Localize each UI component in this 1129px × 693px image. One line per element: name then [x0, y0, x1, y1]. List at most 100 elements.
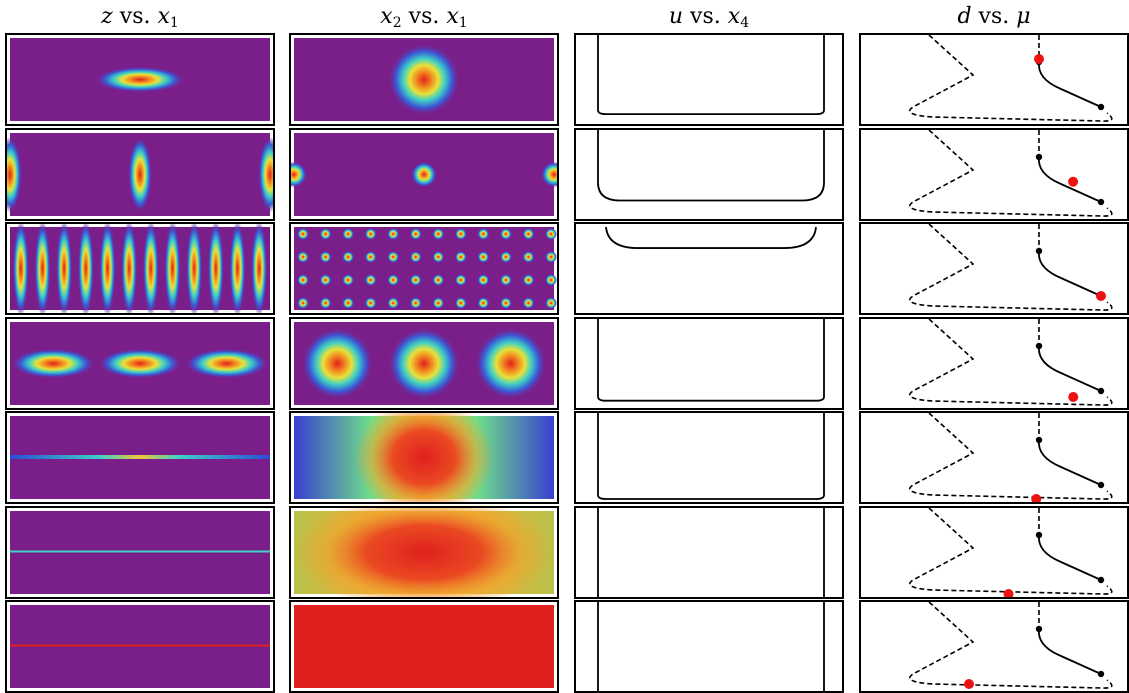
lattice-spot — [432, 297, 445, 309]
u-vs-x4-panel-plot — [597, 602, 825, 691]
fold-point — [1097, 387, 1105, 395]
lattice-spot — [342, 251, 355, 263]
d-vs-mu-panel-row-5 — [859, 411, 1129, 504]
x2-vs-x1-panel-row-7 — [289, 600, 559, 693]
stable-branch — [1038, 61, 1102, 108]
unstable-branch — [908, 508, 1113, 595]
z-vs-x1-panel-row-4 — [5, 317, 275, 410]
heatmap-stripe — [56, 224, 73, 313]
u-vs-x4-panel-row-1 — [574, 33, 844, 126]
lattice-spot — [364, 274, 377, 286]
u-profile-curve — [597, 602, 825, 691]
lattice-spot — [454, 228, 467, 240]
x2-vs-x1-panel-plot — [294, 227, 557, 310]
x2-vs-x1-panel-row-4 — [289, 317, 559, 410]
bifurcation-point — [1035, 531, 1043, 539]
heatmap-blob — [11, 348, 96, 379]
z-vs-x1-panel-row-2 — [5, 128, 275, 221]
u-vs-x4-panel-plot — [597, 413, 825, 500]
lattice-spot — [409, 228, 422, 240]
header-z-vs-x1: z vs. x1 — [101, 4, 179, 31]
heatmap-blob — [294, 508, 554, 597]
heatmap-spot — [301, 327, 374, 400]
unstable-branch — [908, 130, 1113, 217]
x2-vs-x1-panel-row-1 — [289, 33, 559, 126]
lattice-spot — [522, 274, 535, 286]
x2-vs-x1-panel-plot — [294, 322, 554, 405]
heatmap-blob — [184, 348, 269, 379]
u-vs-x4-panel-row-2 — [574, 128, 844, 221]
lattice-spot — [409, 274, 422, 286]
lattice-spot — [432, 228, 445, 240]
lattice-spot — [432, 251, 445, 263]
lattice-spot — [477, 228, 490, 240]
d-vs-mu-panel-row-6 — [859, 506, 1129, 599]
unstable-branch — [908, 224, 1113, 311]
z-vs-x1-panel-row-3 — [5, 222, 275, 315]
d-vs-mu-panel-plot — [908, 319, 1113, 406]
heatmap-stripe — [121, 224, 138, 313]
u-profile-curve — [605, 226, 817, 249]
d-vs-mu-panel-plot — [908, 35, 1113, 122]
unstable-branch — [908, 319, 1113, 406]
header-x2-vs-x1: x2 vs. x1 — [380, 4, 468, 31]
stable-branch — [1038, 439, 1102, 486]
lattice-spot — [545, 297, 557, 309]
heatmap-background — [10, 227, 270, 310]
z-vs-x1-panel-row-6 — [5, 506, 275, 599]
stable-branch — [1038, 628, 1102, 675]
header-d-vs-mu: d vs. μ — [957, 4, 1031, 29]
stable-branch — [1038, 250, 1102, 297]
lattice-spot — [477, 274, 490, 286]
u-vs-x4-panel-row-4 — [574, 317, 844, 410]
lattice-spot — [387, 251, 400, 263]
bifurcation-point — [1035, 342, 1043, 350]
lattice-spot — [522, 297, 535, 309]
d-vs-mu-panel-row-2 — [859, 128, 1129, 221]
d-vs-mu-panel-row-1 — [859, 33, 1129, 126]
lattice-spot — [342, 297, 355, 309]
x2-vs-x1-panel-plot — [294, 413, 554, 502]
stable-branch — [1038, 534, 1102, 581]
z-vs-x1-panel-plot — [10, 605, 270, 688]
current-state-marker — [1096, 291, 1106, 301]
heatmap-stripe — [207, 224, 224, 313]
heatmap-blob — [354, 413, 494, 502]
bifurcation-point — [1035, 436, 1043, 444]
z-vs-x1-panel-plot — [7, 133, 273, 216]
lattice-spot — [342, 274, 355, 286]
lattice-spot — [499, 274, 512, 286]
heatmap-blob — [98, 348, 182, 379]
lattice-spot — [319, 251, 332, 263]
lattice-spot — [499, 251, 512, 263]
lattice-spot — [297, 274, 309, 286]
lattice-spot — [499, 228, 512, 240]
z-vs-x1-panel-plot — [10, 322, 270, 405]
u-profile-curve — [597, 508, 825, 597]
current-state-marker — [1034, 54, 1044, 64]
heatmap-stripe — [34, 224, 51, 313]
z-vs-x1-panel-plot — [10, 224, 270, 313]
u-profile-curve — [597, 413, 825, 500]
lattice-spot — [454, 274, 467, 286]
bifurcation-point — [1035, 625, 1043, 633]
lattice-spot — [477, 297, 490, 309]
current-state-marker — [1068, 176, 1079, 187]
x2-vs-x1-panel-row-2 — [289, 128, 559, 221]
d-vs-mu-panel-plot — [908, 130, 1113, 217]
heatmap-stripe — [12, 224, 29, 313]
lattice-spot — [297, 297, 309, 309]
fold-point — [1097, 576, 1105, 584]
d-vs-mu-panel-row-7 — [859, 600, 1129, 693]
lattice-spot — [319, 274, 332, 286]
lattice-spot — [409, 251, 422, 263]
lattice-spot — [364, 251, 377, 263]
heatmap-blob — [128, 136, 152, 213]
d-vs-mu-panel-plot — [908, 508, 1113, 597]
lattice-spot — [432, 274, 445, 286]
heatmap-stripe — [164, 224, 181, 313]
header-u-vs-x4: u vs. x4 — [668, 4, 750, 31]
heatmap-background — [294, 227, 554, 310]
lattice-spot — [409, 297, 422, 309]
heatmap-stripe — [142, 224, 159, 313]
